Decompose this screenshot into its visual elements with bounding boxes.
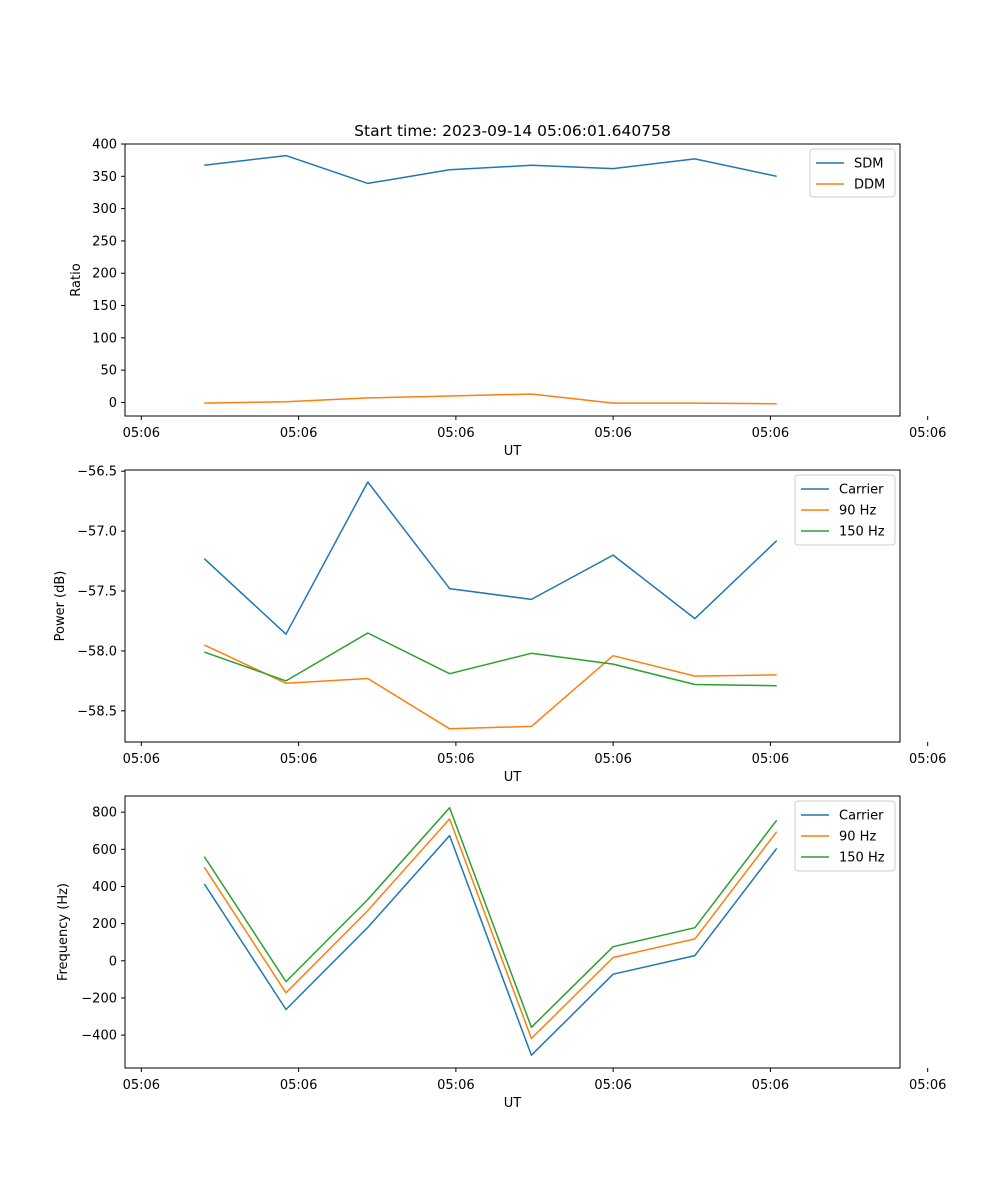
legend-box	[794, 800, 896, 872]
x-axis-label: UT	[504, 444, 522, 459]
y-tick-label: 800	[92, 806, 117, 821]
series-line	[203, 481, 778, 635]
y-tick-label: −57.5	[77, 585, 117, 600]
x-axis-label: UT	[504, 1096, 522, 1111]
legend-box	[794, 474, 896, 546]
y-axis: −400 −200 0 200 400 600 800	[81, 806, 125, 1044]
series-layer	[204, 154, 777, 405]
x-tick-label: 05:06	[437, 1078, 474, 1093]
x-tick-label: 05:06	[909, 426, 946, 441]
series-line	[203, 806, 778, 1029]
x-tick-label: 05:06	[752, 426, 789, 441]
y-tick-label: 150	[92, 299, 117, 314]
series-layer	[203, 481, 778, 730]
x-tick-label: 05:06	[123, 752, 160, 767]
plot-area	[125, 796, 900, 1068]
y-axis-label: Power (dB)	[53, 571, 68, 642]
y-tick-label: −200	[81, 991, 117, 1006]
legend-label: DDM	[854, 178, 885, 193]
series-line	[203, 644, 777, 730]
x-tick-label: 05:06	[594, 752, 631, 767]
y-tick-label: −56.5	[77, 465, 117, 480]
y-tick-label: 200	[92, 267, 117, 282]
series-line	[204, 632, 777, 687]
y-tick-label: −400	[81, 1029, 117, 1044]
y-tick-label: 50	[100, 364, 117, 379]
legend-label: 150 Hz	[839, 851, 885, 866]
x-tick-label: 05:06	[123, 1078, 160, 1093]
y-tick-label: 350	[92, 170, 117, 185]
legend-label: 90 Hz	[839, 504, 876, 519]
legend: Carrier 90 Hz 150 Hz	[794, 800, 896, 872]
y-tick-label: 400	[92, 880, 117, 895]
legend-label: Carrier	[839, 483, 884, 498]
series-line	[204, 393, 777, 405]
x-tick-label: 05:06	[594, 1078, 631, 1093]
x-tick-label: 05:06	[752, 1078, 789, 1093]
series-layer	[203, 806, 778, 1056]
y-tick-label: 250	[92, 234, 117, 249]
y-tick-label: 400	[92, 138, 117, 153]
y-tick-label: −58.0	[77, 644, 117, 659]
x-tick-label: 05:06	[280, 426, 317, 441]
y-tick-label: 100	[92, 331, 117, 346]
legend-label: 90 Hz	[839, 830, 876, 845]
y-axis: 0 50 100 150 200 250 300 350 400	[92, 138, 125, 411]
x-tick-label: 05:06	[280, 752, 317, 767]
x-axis-label: UT	[504, 770, 522, 785]
series-line	[203, 834, 778, 1056]
y-axis-label: Frequency (Hz)	[56, 883, 71, 981]
x-tick-label: 05:06	[909, 1078, 946, 1093]
legend-label: Carrier	[839, 809, 884, 824]
plot-frame	[124, 143, 901, 417]
y-axis-label: Ratio	[69, 263, 84, 296]
chart-title: Start time: 2023-09-14 05:06:01.640758	[354, 122, 671, 140]
x-tick-label: 05:06	[437, 752, 474, 767]
plot-frame	[124, 469, 901, 743]
y-axis: −58.5 −58.0 −57.5 −57.0 −56.5	[77, 465, 125, 719]
chart-ratio: Start time: 2023-09-14 05:06:01.640758 0…	[69, 122, 946, 459]
x-tick-label: 05:06	[123, 426, 160, 441]
series-line	[203, 818, 778, 1040]
plot-area	[125, 144, 900, 416]
y-tick-label: 600	[92, 843, 117, 858]
x-tick-label: 05:06	[437, 426, 474, 441]
y-tick-label: 0	[109, 396, 117, 411]
x-tick-label: 05:06	[909, 752, 946, 767]
chart-power: −58.5 −58.0 −57.5 −57.0 −56.5 05:06 05:06 05:0…	[53, 465, 946, 785]
plot-area	[125, 470, 900, 742]
y-tick-label: 200	[92, 917, 117, 932]
legend-label: 150 Hz	[839, 525, 885, 540]
legend: SDM DDM	[809, 148, 896, 198]
x-tick-label: 05:06	[280, 1078, 317, 1093]
y-tick-label: 0	[109, 954, 117, 969]
plot-frame	[124, 795, 901, 1069]
series-line	[204, 154, 777, 185]
x-tick-label: 05:06	[752, 752, 789, 767]
y-tick-label: −58.5	[77, 704, 117, 719]
x-tick-label: 05:06	[594, 426, 631, 441]
legend: Carrier 90 Hz 150 Hz	[794, 474, 896, 546]
legend-label: SDM	[854, 157, 883, 172]
y-tick-label: −57.0	[77, 525, 117, 540]
chart-frequency: −400 −200 0 200 400 600 800 05:06 05:06 05:06 05:…	[56, 795, 946, 1111]
y-tick-label: 300	[92, 202, 117, 217]
legend-box	[809, 148, 896, 198]
